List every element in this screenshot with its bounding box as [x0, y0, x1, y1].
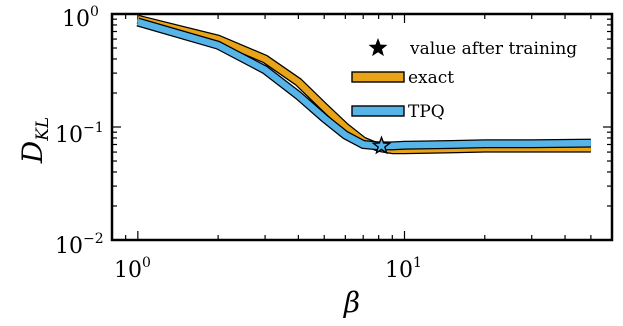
legend-label-marker: value after training [409, 39, 577, 59]
x-tick-labels: 100 101 [114, 255, 422, 283]
y-axis-label: DKL [16, 117, 53, 164]
legend-label-exact: exact [408, 68, 454, 88]
x-axis-label: β [343, 286, 360, 319]
y-tick-label-0.1: 10−1 [55, 120, 104, 148]
y-tick-label-0.01: 10−2 [55, 231, 104, 259]
legend-label-tpq: TPQ [408, 102, 445, 122]
training-value-star [371, 135, 392, 155]
x-tick-label-1: 100 [114, 255, 151, 283]
x-tick-label-10: 101 [385, 255, 422, 283]
legend-swatch-exact [351, 71, 405, 83]
legend: value after training exact TPQ [351, 38, 577, 122]
plot-frame [110, 12, 614, 242]
series-tpq [136, 17, 591, 151]
y-tick-labels: 100 10−1 10−2 [55, 4, 104, 259]
legend-swatch-tpq [351, 105, 405, 117]
plot-layer [111, 13, 613, 241]
series-line-tpq [136, 18, 591, 150]
y-tick-label-1: 100 [62, 4, 99, 32]
legend-star-icon [368, 38, 388, 57]
